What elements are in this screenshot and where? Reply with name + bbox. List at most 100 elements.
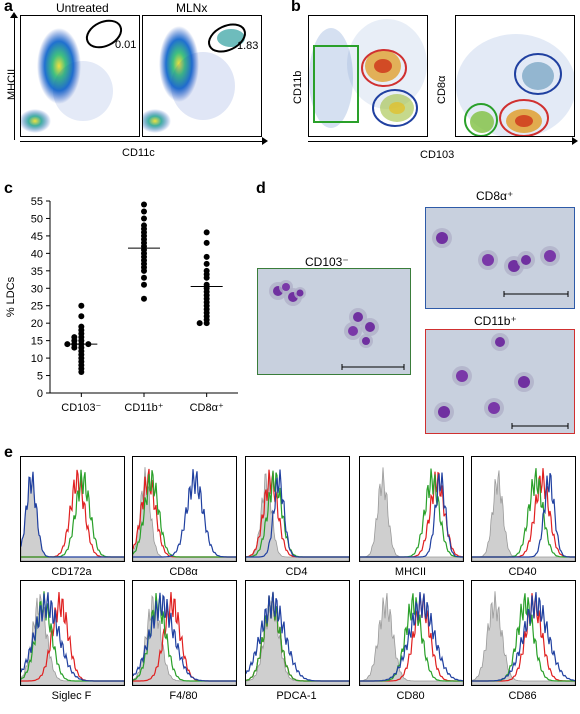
histogram-label: CD8α <box>169 566 198 578</box>
y-tick-label: 0 <box>37 388 43 400</box>
data-point <box>203 229 210 236</box>
panel-letter-d: d <box>256 180 266 197</box>
panel-a-right-gate-value: 1.83 <box>237 40 259 52</box>
histogram-label: CD86 <box>508 690 537 702</box>
histogram-label: MHCII <box>394 566 427 578</box>
y-tick-label: 35 <box>31 266 43 278</box>
y-tick-label: 5 <box>37 371 43 383</box>
histogram-curve-cd8a-blue <box>472 472 575 558</box>
data-point <box>141 215 147 222</box>
histogram-pdca-1 <box>245 580 350 686</box>
panel-a-x-axis-arrow <box>20 141 264 142</box>
panel-letter-e: e <box>4 444 13 461</box>
y-tick-label: 30 <box>31 283 43 295</box>
y-tick-label: 50 <box>31 213 43 225</box>
histogram-curve-cd8a-blue <box>472 592 575 682</box>
data-point <box>141 267 147 274</box>
x-tick-label: CD103⁻ <box>61 402 101 414</box>
flow-plot-mlnx: 1.83 <box>142 15 262 137</box>
histogram-label: CD40 <box>508 566 537 578</box>
histogram-curve-cd8a-blue <box>246 469 349 558</box>
y-axis-label: % LDCs <box>5 276 17 317</box>
panel-b-x-arrowhead <box>572 137 578 145</box>
histogram-curve-cd8a-blue <box>133 592 236 682</box>
histogram-label: PDCA-1 <box>276 690 317 702</box>
flow-plot-untreated: 0.01 <box>20 15 140 137</box>
dot-plot-svg: 0 5 10 15 20 25 30 35 40 45 50 55 % LDCs CD103⁻ CD11b⁺… <box>5 196 238 414</box>
micro-label-cd11b: CD11b⁺ <box>474 314 517 328</box>
panel-a-left-title: Untreated <box>56 1 109 15</box>
panel-letter-b: b <box>291 0 301 15</box>
data-point <box>203 253 210 260</box>
data-point <box>203 320 210 327</box>
histogram-cd40 <box>471 456 576 562</box>
flow-plot-cd8a <box>455 15 575 137</box>
micrograph-cd11b <box>425 329 575 434</box>
panel-letter-c: c <box>4 180 13 197</box>
histogram-label: CD80 <box>396 690 425 702</box>
data-point <box>141 295 147 302</box>
data-point <box>78 369 85 376</box>
histogram-curve-cd8a-blue <box>133 469 236 558</box>
panel-b-right-y-label: CD8α <box>436 75 448 104</box>
histogram-curve-isotype-gray <box>360 467 463 561</box>
histogram-curve-isotype-gray <box>21 594 124 685</box>
y-tick-label: 20 <box>31 318 43 330</box>
micrograph-cd103 <box>257 268 411 375</box>
histogram-curve-cd8a-blue <box>360 591 463 682</box>
data-point <box>196 320 203 327</box>
histogram-label: CD4 <box>285 566 308 578</box>
histogram-mhcii <box>359 456 464 562</box>
histogram-cd86 <box>471 580 576 686</box>
y-tick-label: 45 <box>31 231 43 243</box>
panel-b-left-y-label: CD11b <box>292 70 304 104</box>
data-point <box>203 239 210 246</box>
histogram-cd80 <box>359 580 464 686</box>
y-tick-label: 10 <box>31 353 43 365</box>
panel-a-y-label: MHCII <box>6 68 18 100</box>
histogram-cd4 <box>245 456 350 562</box>
data-point <box>141 281 147 288</box>
panel-a-y-arrowhead <box>10 12 18 18</box>
y-tick-label: 15 <box>31 336 43 348</box>
cell-cluster-right <box>344 308 379 348</box>
data-point <box>78 313 85 320</box>
panel-a-x-label: CD11c <box>122 147 155 159</box>
histogram-cd172a <box>20 456 125 562</box>
histogram-label: Siglec F <box>51 690 92 702</box>
histogram-label: F4/80 <box>169 690 198 702</box>
histogram-label: CD172a <box>51 566 92 578</box>
x-tick-label: CD8α⁺ <box>190 402 224 414</box>
y-tick-label: 25 <box>31 301 43 313</box>
histogram-curve-isotype-gray <box>21 471 124 561</box>
histogram-curve-cd8a-blue <box>21 471 124 558</box>
data-point <box>71 344 78 351</box>
histogram-cd8- <box>132 456 237 562</box>
histogram-f4-80 <box>132 580 237 686</box>
panel-a-x-arrowhead <box>262 137 268 145</box>
panel-a-right-title: MLNx <box>176 1 208 15</box>
histogram-curve-cd103-green <box>133 470 236 558</box>
data-point <box>78 302 85 309</box>
data-point <box>141 208 147 215</box>
histogram-curve-cd8a-blue <box>246 591 349 682</box>
micro-label-cd103: CD103⁻ <box>305 255 349 269</box>
data-point <box>141 201 147 208</box>
histogram-curve-cd8a-blue <box>360 472 463 558</box>
panel-letter-a: a <box>4 0 13 15</box>
y-tick-label: 55 <box>31 196 43 208</box>
data-point <box>203 274 210 281</box>
micro-label-cd8a: CD8α⁺ <box>476 189 514 203</box>
data-point <box>203 260 210 267</box>
panel-b-x-label: CD103 <box>420 149 455 161</box>
dot-plot-chart: 0 5 10 15 20 25 30 35 40 45 50 55 % LDCs CD103⁻ CD11b⁺… <box>0 195 250 420</box>
micrograph-cd8a <box>425 207 575 309</box>
histogram-siglec-f <box>20 580 125 686</box>
x-tick-label: CD11b⁺ <box>124 402 163 414</box>
flow-plot-cd11b <box>308 15 428 137</box>
panel-b-x-axis-line <box>308 141 576 142</box>
histogram-curve-cd8a-blue <box>21 592 124 682</box>
panel-a-left-gate-value: 0.01 <box>115 39 137 51</box>
cell-cluster-left <box>269 280 306 306</box>
data-point <box>141 274 147 281</box>
